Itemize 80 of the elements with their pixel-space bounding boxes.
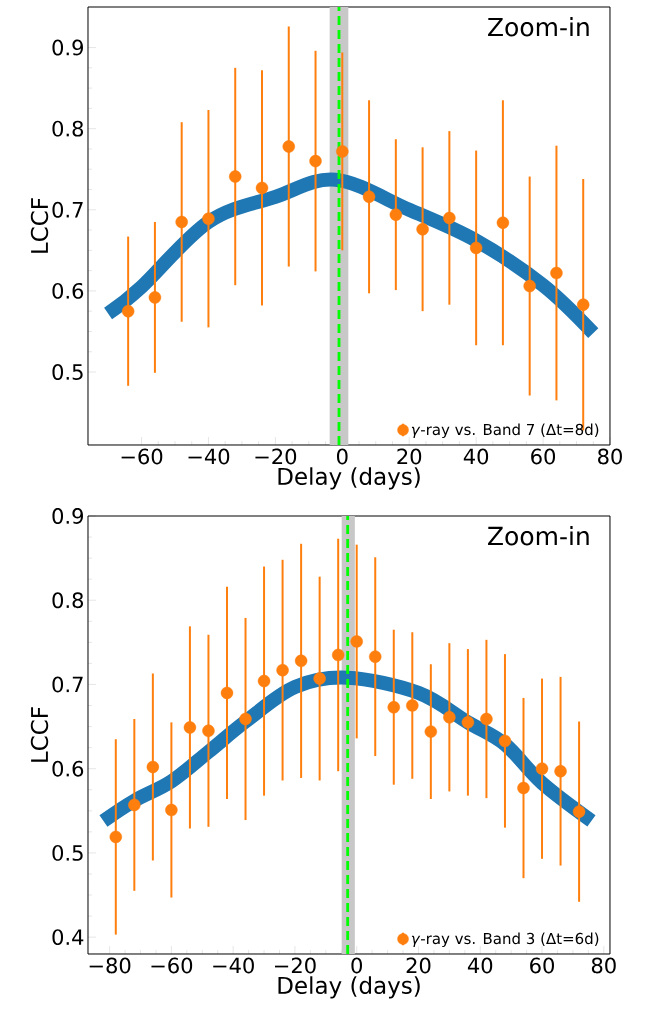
- point: [128, 798, 141, 812]
- y-tick-label: 0.5: [52, 364, 83, 380]
- x-tick-label: 40: [463, 448, 489, 465]
- point: [461, 716, 475, 729]
- point: [121, 304, 135, 318]
- point: [255, 181, 269, 195]
- x-tick-label: 60: [531, 448, 556, 465]
- point: [480, 712, 493, 726]
- point: [309, 154, 322, 168]
- point: [276, 663, 289, 677]
- point: [183, 721, 197, 734]
- y-tick-label: 0.8: [52, 592, 84, 609]
- x-tick-label: 0: [337, 448, 348, 465]
- point: [424, 725, 438, 738]
- point: [336, 145, 349, 158]
- point: [577, 298, 590, 311]
- x-tick-label: −60: [151, 957, 193, 974]
- point: [175, 215, 188, 229]
- point: [535, 762, 549, 775]
- point: [443, 211, 456, 225]
- annotation: Zoom-in: [488, 526, 589, 546]
- x-tick-label: −20: [275, 957, 316, 974]
- x-tick-label: 80: [591, 957, 616, 974]
- point: [220, 686, 234, 700]
- point: [406, 699, 419, 712]
- x-tick-label: 0: [351, 957, 362, 974]
- y-tick-label: 0.4: [52, 929, 84, 946]
- point: [202, 724, 215, 737]
- point: [416, 223, 429, 236]
- point: [469, 241, 483, 255]
- point: [523, 279, 536, 293]
- y-tick-label: 0.6: [52, 282, 84, 299]
- point: [165, 803, 178, 817]
- point: [257, 674, 271, 688]
- annotation: Zoom-in: [488, 17, 589, 37]
- point: [229, 170, 242, 183]
- point: [389, 208, 403, 221]
- x-tick-label: −20: [255, 448, 297, 465]
- x-tick-label: −60: [121, 448, 163, 465]
- y-tick-label: 0.9: [52, 39, 83, 56]
- x-tick-label: −80: [89, 957, 131, 974]
- point: [369, 650, 382, 663]
- y-tick-label: 0.7: [52, 676, 83, 693]
- x-tick-label: −40: [188, 448, 230, 465]
- point: [313, 672, 326, 685]
- point: [550, 266, 563, 280]
- point: [350, 635, 363, 648]
- x-tick-label: −40: [213, 957, 254, 974]
- point: [146, 760, 160, 774]
- point: [387, 701, 400, 714]
- point: [148, 291, 162, 304]
- x-axis-title: Delay (days): [278, 467, 420, 490]
- y-axis-title: LCCF: [30, 707, 49, 762]
- point: [282, 140, 295, 153]
- point: [294, 654, 308, 668]
- y-tick-label: 0.9: [52, 508, 83, 524]
- legend-label: γ-ray vs. Band 3 (Δt=6d): [411, 932, 599, 948]
- y-tick-label: 0.6: [52, 760, 84, 777]
- point: [109, 830, 122, 844]
- point: [239, 712, 252, 726]
- point: [498, 734, 512, 748]
- point: [362, 190, 376, 203]
- x-tick-label: 80: [598, 448, 622, 465]
- point: [331, 648, 345, 662]
- x-tick-label: 20: [406, 957, 431, 974]
- y-tick-label: 0.5: [52, 844, 83, 861]
- x-tick-label: 20: [397, 448, 422, 465]
- x-tick-label: 60: [530, 957, 554, 974]
- y-tick-label: 0.8: [52, 120, 84, 137]
- point: [202, 212, 215, 225]
- point: [443, 711, 456, 724]
- x-tick-label: 40: [467, 957, 493, 974]
- y-tick-label: 0.7: [52, 201, 83, 218]
- y-axis-title: LCCF: [30, 198, 49, 253]
- legend-label: γ-ray vs. Band 7 (Δt=8d): [411, 423, 599, 439]
- point: [554, 765, 567, 778]
- x-axis-title: Delay (days): [278, 976, 420, 999]
- point: [496, 216, 510, 229]
- point: [572, 805, 586, 818]
- point: [517, 781, 530, 795]
